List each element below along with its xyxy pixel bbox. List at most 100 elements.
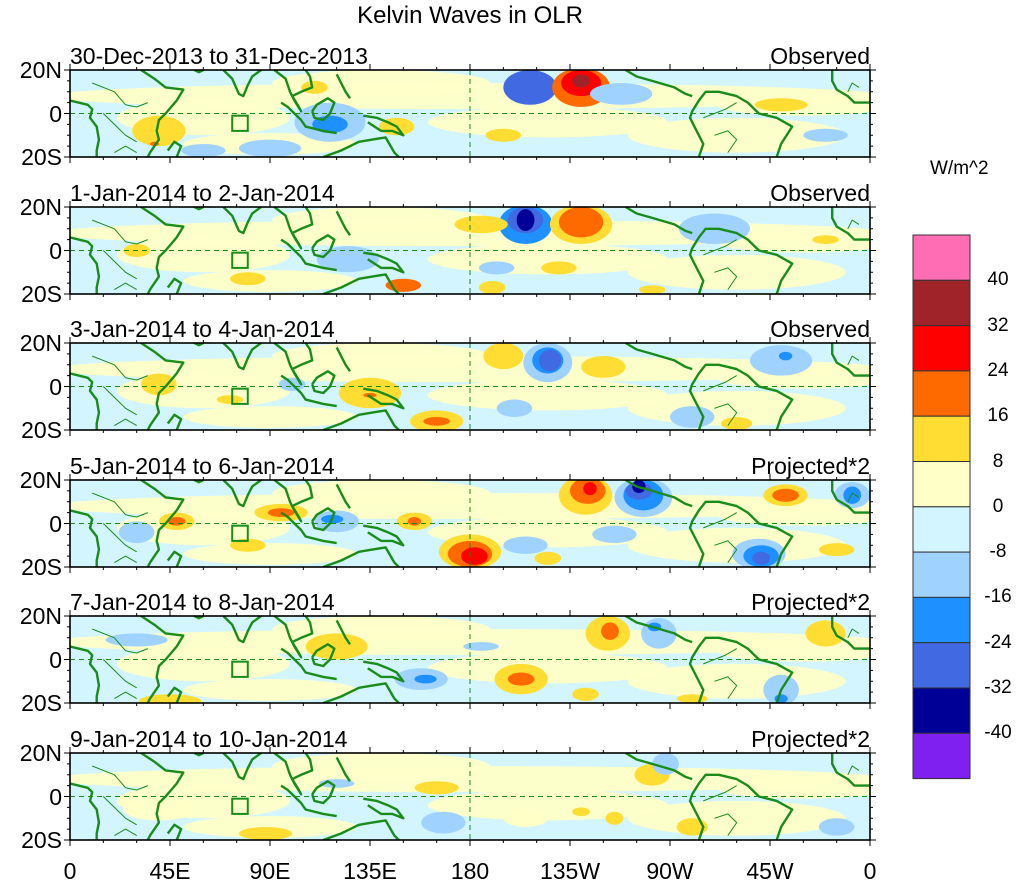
coastline [273, 207, 314, 250]
coastline [222, 343, 262, 371]
coastline [831, 480, 870, 514]
anomaly-contour [538, 349, 562, 372]
country-border [847, 628, 860, 639]
coastline [335, 210, 351, 236]
coastline [166, 686, 183, 703]
anomaly-contour [483, 343, 524, 370]
coastline [688, 636, 794, 703]
anomaly-contour [778, 351, 793, 361]
colorbar-bin [912, 642, 971, 689]
y-tick-label: 20N [19, 740, 62, 766]
x-tick-label: 45E [149, 858, 191, 884]
anomaly-contour [592, 525, 637, 544]
anomaly-contour [461, 547, 488, 565]
colorbar-bin [912, 687, 971, 734]
near-zero-region [272, 207, 490, 234]
x-tick-label: 135W [539, 858, 601, 884]
coastline [831, 753, 870, 787]
near-zero-region [427, 652, 668, 684]
coastline [335, 346, 351, 372]
colorbar-bin [912, 596, 971, 644]
reference-box [231, 524, 249, 542]
near-zero-region [183, 816, 357, 838]
anomaly-contour [181, 143, 226, 157]
country-border [114, 691, 137, 700]
coastline [140, 616, 185, 703]
y-tick-label: 20S [21, 554, 62, 580]
coastline [335, 483, 351, 509]
country-border [847, 82, 860, 93]
anomaly-contour [507, 672, 535, 686]
coastline [166, 823, 183, 840]
coastline [688, 90, 794, 157]
coastline [624, 616, 693, 644]
coastline [363, 387, 405, 410]
coastline [222, 753, 262, 781]
panel-date-range: 5-Jan-2014 to 6-Jan-2014 [70, 453, 335, 479]
panel-date-range: 7-Jan-2014 to 8-Jan-2014 [70, 589, 335, 615]
colorbar-bin [912, 732, 971, 780]
anomaly-contour [338, 377, 402, 409]
colorbar-tick-label: -40 [984, 722, 1012, 744]
anomaly-contour [818, 818, 855, 836]
anomaly-contour [301, 80, 328, 94]
anomaly-contour [503, 536, 548, 554]
colorbar-bin [912, 279, 971, 327]
near-zero-region [716, 776, 870, 799]
near-zero-region [70, 83, 870, 110]
y-tick-label: 20S [21, 690, 62, 716]
anomaly-contour [478, 280, 506, 294]
anomaly-contour [454, 215, 508, 234]
y-tick-label: 0 [49, 510, 62, 537]
coastline [280, 238, 337, 272]
panel-4 [64, 474, 876, 573]
anomaly-contour [363, 393, 377, 398]
country-border [703, 239, 737, 256]
y-tick-label: 20N [19, 194, 62, 220]
anomaly-contour [541, 261, 577, 275]
coastline [280, 784, 337, 818]
near-zero-region [427, 789, 668, 821]
anomaly-contour [503, 809, 548, 827]
y-tick-label: 0 [49, 100, 62, 127]
anomaly-contour [485, 128, 522, 142]
panel-1 [64, 64, 876, 163]
coastline [335, 73, 351, 99]
anomaly-contour [572, 687, 599, 701]
anomaly-contour [843, 486, 862, 504]
anomaly-contour [478, 261, 515, 275]
anomaly-contour [123, 798, 195, 821]
near-zero-region [183, 406, 357, 428]
country-border [102, 113, 137, 143]
anomaly-contour [463, 642, 499, 651]
anomaly-contour [230, 538, 266, 552]
reference-box [231, 660, 249, 678]
panel-kind-label: Observed [770, 43, 870, 69]
anomaly-contour [670, 406, 715, 428]
colorbar-bin [912, 461, 971, 508]
coastline [311, 370, 336, 395]
anomaly-contour [581, 356, 626, 378]
coastline [166, 140, 183, 157]
colorbar-tick-label: -24 [984, 631, 1012, 653]
country-border [114, 555, 137, 564]
coastline [688, 363, 794, 430]
x-tick-label: 90E [249, 858, 291, 884]
near-zero-region [183, 270, 357, 292]
colorbar [912, 234, 971, 780]
panel-kind-label: Projected*2 [751, 726, 870, 752]
coastline [222, 480, 262, 508]
x-tick-label: 0 [63, 858, 77, 884]
near-zero-region [627, 663, 846, 699]
reference-box [231, 797, 249, 815]
coastline [335, 756, 351, 782]
anomaly-contour [805, 620, 846, 647]
panel-date-range: 9-Jan-2014 to 10-Jan-2014 [70, 726, 348, 752]
anomaly-contour [583, 482, 597, 496]
near-zero-region [716, 639, 870, 662]
coastline [70, 99, 101, 157]
coastline [140, 207, 185, 294]
colorbar-bin [912, 234, 971, 281]
coastline [166, 277, 183, 294]
coastline [280, 101, 337, 135]
